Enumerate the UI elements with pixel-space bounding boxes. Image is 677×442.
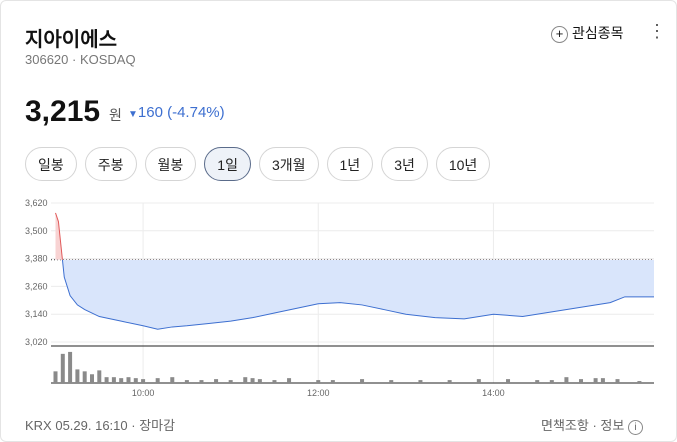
- volume-bar: [330, 380, 335, 383]
- y-tick-label: 3,140: [25, 309, 48, 319]
- change-text: 160 (-4.74%): [137, 104, 225, 121]
- volume-bar: [637, 381, 642, 383]
- volume-bar: [97, 370, 102, 383]
- y-tick-label: 3,380: [25, 254, 48, 264]
- volume-bar: [272, 380, 277, 383]
- volume-bar: [89, 374, 94, 383]
- volume-bar: [600, 378, 605, 383]
- code: 306620: [25, 52, 69, 67]
- volume-bar: [593, 378, 598, 383]
- volume-bar: [104, 377, 109, 383]
- watch-label: 관심종목: [572, 25, 624, 41]
- volume-bar: [250, 378, 255, 383]
- volume-bar: [506, 379, 511, 383]
- volume-bar: [579, 379, 584, 383]
- volume-bar: [133, 378, 138, 383]
- more-menu[interactable]: ⋮: [648, 21, 666, 41]
- volume-bar: [287, 378, 292, 383]
- volume-bar: [60, 353, 65, 383]
- volume-bar: [418, 380, 423, 383]
- info[interactable]: 정보: [600, 418, 625, 433]
- footer-right: 면책조항 · 정보 i: [541, 415, 643, 435]
- volume-bar: [141, 379, 146, 383]
- price-area: [62, 259, 654, 330]
- volume-bar: [360, 379, 365, 383]
- x-tick-label: 10:00: [132, 388, 155, 398]
- period-tab[interactable]: 3년: [381, 147, 428, 181]
- volume-bar: [214, 379, 219, 383]
- period-tab[interactable]: 일봉: [25, 147, 77, 181]
- volume-bar: [564, 377, 569, 383]
- period-tab[interactable]: 주봉: [84, 147, 137, 181]
- volume-bar: [389, 380, 394, 383]
- volume-bar: [615, 379, 620, 383]
- volume-bar: [199, 380, 204, 383]
- y-tick-label: 3,260: [25, 281, 48, 291]
- chart: 3,620 3,500 3,380 3,260 3,140 3,020 10:00 12:00…: [25, 198, 654, 398]
- watch-button[interactable]: + 관심종목: [551, 23, 624, 43]
- price: 3,215: [25, 95, 101, 128]
- info-icon: i: [627, 420, 643, 435]
- volume-bar: [111, 377, 116, 383]
- status: 장마감: [139, 418, 176, 433]
- volume-bar: [549, 380, 554, 383]
- period-tab[interactable]: 10년: [435, 147, 491, 181]
- plus-icon: +: [551, 26, 568, 43]
- stock-name: 지아이에스: [25, 29, 117, 51]
- market: KOSDAQ: [79, 52, 136, 67]
- volume-bar: [126, 377, 131, 383]
- price-unit: 원: [109, 107, 122, 123]
- period-tabs: 일봉 주봉 월봉 1일 3개월 1년 3년 10년: [25, 147, 498, 181]
- footer-left: KRX 05.29. 16:10 · 장마감: [25, 418, 176, 433]
- volume-bar: [170, 377, 175, 383]
- volume-bar: [476, 379, 481, 383]
- volume-bar: [155, 378, 160, 383]
- volume-bar: [257, 379, 262, 383]
- volume-bar: [243, 377, 248, 383]
- period-tab[interactable]: 월봉: [144, 147, 197, 181]
- y-tick-label: 3,020: [25, 337, 48, 347]
- volume-bar: [119, 378, 124, 383]
- price-change: ▼160 (-4.74%): [128, 104, 225, 121]
- volume-bar: [184, 380, 189, 383]
- price-line: [61, 259, 654, 330]
- volume-bar: [68, 351, 73, 383]
- period-tab[interactable]: 1년: [326, 147, 374, 181]
- volume-bar: [316, 380, 321, 383]
- x-tick-label: 12:00: [307, 388, 330, 398]
- disclaimer[interactable]: 면책조항: [541, 418, 589, 433]
- period-tab[interactable]: 3개월: [258, 147, 319, 181]
- volume-bar: [228, 380, 233, 383]
- y-tick-label: 3,500: [25, 226, 48, 236]
- source: KRX 05.29. 16:10: [25, 418, 128, 433]
- volume-bar: [75, 369, 80, 383]
- period-tab[interactable]: 1일: [204, 147, 251, 181]
- volume-bar: [447, 380, 452, 383]
- volume-bar: [535, 380, 540, 383]
- volume-bar: [53, 371, 58, 383]
- y-tick-label: 3,620: [25, 198, 48, 208]
- x-tick-label: 14:00: [482, 388, 505, 398]
- stock-code: 306620 · KOSDAQ: [25, 52, 136, 67]
- volume-bar: [82, 371, 87, 383]
